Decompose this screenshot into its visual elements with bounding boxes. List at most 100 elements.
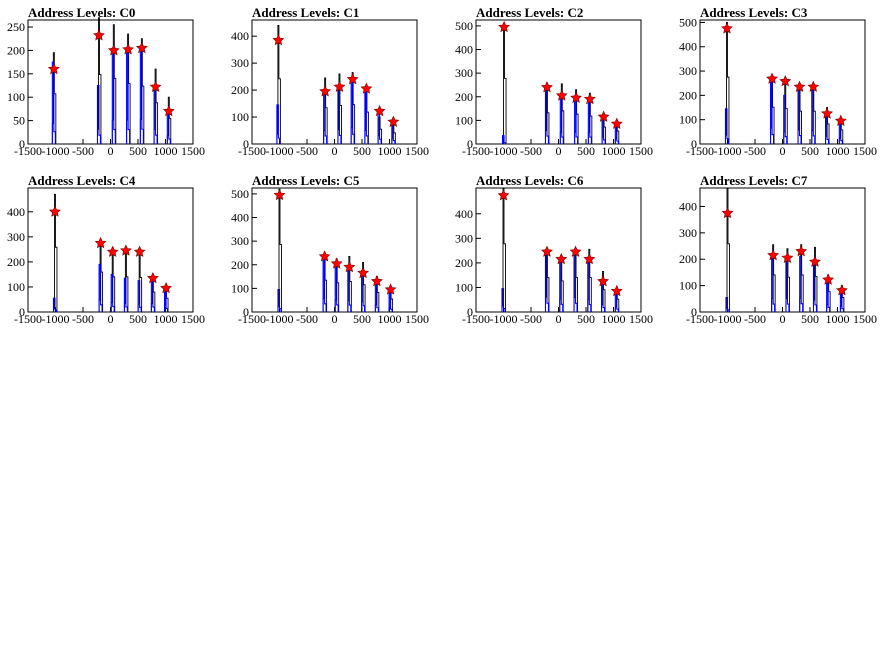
- x-tick-label: 500: [801, 144, 819, 158]
- peak-star-marker: [48, 205, 61, 217]
- histogram-blue-spike: [350, 78, 355, 144]
- x-tick-label: 0: [108, 312, 114, 326]
- peak-star-marker: [160, 281, 173, 294]
- y-tick-label: 50: [13, 114, 25, 128]
- panel-c1: Address Levels: C1 0 100 200 300 400 -1500 -100…: [231, 5, 429, 158]
- y-tick-label: 400: [7, 205, 25, 219]
- peak-star-marker: [597, 275, 610, 287]
- x-tick-label: 1000: [826, 144, 850, 158]
- y-tick-label: 0: [691, 137, 697, 151]
- x-tick-label: -1000: [266, 144, 294, 158]
- y-tick-label: 400: [679, 199, 697, 213]
- y-tick-label: 300: [455, 231, 473, 245]
- histogram-blue-spike: [573, 253, 578, 312]
- x-tick-label: 1000: [602, 312, 626, 326]
- x-tick-label: 0: [332, 144, 338, 158]
- x-tick-label: 500: [801, 312, 819, 326]
- x-tick-label: 0: [780, 312, 786, 326]
- histogram-blue-spike: [150, 277, 155, 312]
- histogram-blue-spike: [337, 86, 342, 144]
- x-tick-label: -1000: [42, 312, 70, 326]
- peak-star-marker: [597, 110, 610, 122]
- x-tick-label: 1500: [181, 144, 205, 158]
- histogram-blue-spike: [110, 273, 115, 312]
- y-tick-label: 0: [691, 305, 697, 319]
- x-tick-label: -1500: [686, 144, 714, 158]
- y-tick-label: 300: [7, 230, 25, 244]
- peak-star-marker: [834, 114, 847, 126]
- y-tick-label: 0: [467, 137, 473, 151]
- peak-star-marker: [373, 104, 386, 117]
- y-tick-label: 500: [679, 15, 697, 29]
- panel-c7: Address Levels: C7 0 100 200 300 400 -1500 -100…: [679, 173, 877, 326]
- y-tick-label: 100: [679, 279, 697, 293]
- peak-star-marker: [821, 107, 834, 119]
- y-tick-label: 100: [455, 280, 473, 294]
- panel-title: Address Levels: C4: [28, 173, 136, 188]
- x-tick-label: 1500: [629, 312, 653, 326]
- peak-star-marker: [333, 80, 346, 92]
- x-tick-label: 0: [780, 144, 786, 158]
- histogram-blue-spike: [111, 47, 116, 144]
- histogram-blue-spike: [323, 89, 328, 144]
- peak-star-marker: [779, 75, 792, 87]
- y-tick-label: 300: [231, 234, 249, 248]
- peak-star-marker: [135, 41, 148, 54]
- x-tick-label: 1500: [405, 312, 429, 326]
- histogram-blue-spike: [799, 256, 804, 312]
- x-tick-label: -1500: [462, 144, 490, 158]
- y-tick-label: 400: [231, 211, 249, 225]
- histogram-blue-spike: [277, 289, 282, 312]
- peak-star-marker: [47, 62, 60, 75]
- x-tick-label: -500: [744, 312, 766, 326]
- peak-star-marker: [346, 73, 359, 85]
- histogram-blue-spike: [276, 104, 281, 144]
- peak-star-marker: [808, 255, 821, 267]
- histogram-blue-spike: [725, 296, 730, 312]
- peak-star-marker: [273, 188, 286, 201]
- peak-star-marker: [795, 245, 808, 257]
- panel-c4: Address Levels: C4 0 100 200 300 400 -1500 -100…: [7, 173, 205, 326]
- y-tick-label: 100: [231, 281, 249, 295]
- peak-star-marker: [318, 250, 331, 262]
- panel-title: Address Levels: C5: [252, 173, 360, 188]
- histogram-blue-spike: [587, 97, 592, 144]
- y-tick-label: 0: [19, 305, 25, 319]
- panel-title: Address Levels: C3: [700, 5, 808, 20]
- panel-c6: Address Levels: C6 0 100 200 300 400 -1500 -100…: [455, 173, 653, 326]
- histogram-blue-spike: [601, 116, 606, 144]
- panel-c2: Address Levels: C20100200300400500-1500-…: [455, 5, 653, 158]
- x-tick-label: 1500: [853, 312, 877, 326]
- peak-star-marker: [781, 251, 794, 264]
- histogram-blue-spike: [587, 262, 592, 312]
- histogram-blue-spike: [139, 45, 144, 144]
- peak-star-marker: [387, 115, 400, 127]
- peak-star-marker: [107, 44, 120, 56]
- peak-star-marker: [555, 252, 568, 265]
- peak-star-marker: [149, 80, 162, 92]
- peak-star-marker: [330, 257, 343, 269]
- x-tick-label: 0: [556, 144, 562, 158]
- x-tick-label: -500: [520, 312, 542, 326]
- peak-star-marker: [92, 29, 105, 41]
- peak-star-marker: [569, 245, 582, 257]
- histogram-blue-spike: [811, 89, 816, 144]
- x-tick-label: -500: [72, 312, 94, 326]
- peak-star-marker: [822, 273, 835, 285]
- x-tick-label: 0: [332, 312, 338, 326]
- y-tick-label: 400: [455, 43, 473, 57]
- peak-star-marker: [610, 117, 623, 129]
- panel-title: Address Levels: C6: [476, 173, 584, 188]
- histogram-blue-spike: [501, 288, 506, 312]
- peak-star-marker: [319, 85, 332, 97]
- y-tick-label: 0: [467, 305, 473, 319]
- histogram-blue-spike: [361, 270, 366, 312]
- peak-star-marker: [721, 206, 734, 219]
- y-tick-label: 300: [231, 56, 249, 70]
- histogram-blue-spike: [98, 263, 103, 312]
- x-tick-label: -500: [744, 144, 766, 158]
- x-tick-label: 500: [129, 312, 147, 326]
- panel-c0: Address Levels: C0 0 50 100 150 200 250 -1500 -1…: [7, 5, 205, 158]
- peak-star-marker: [583, 92, 596, 105]
- peak-star-marker: [343, 260, 356, 273]
